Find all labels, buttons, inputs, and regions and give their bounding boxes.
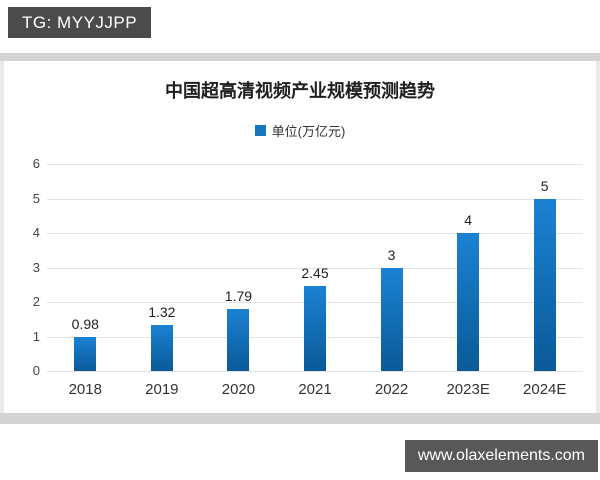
bar-2018: [74, 337, 97, 371]
chart-card-top-edge: [0, 53, 600, 61]
y-axis-tick-label: 0: [32, 363, 40, 378]
bar-value-label: 4: [464, 212, 473, 228]
y-axis-tick-label: 6: [32, 156, 40, 171]
bar-value-label: 2.45: [301, 265, 329, 282]
gridline: [47, 164, 583, 165]
gridline: [47, 267, 583, 269]
x-axis-tick-label: 2023E: [446, 381, 490, 398]
bar-2020: [227, 309, 250, 371]
gridline: [47, 233, 583, 234]
website-watermark-badge: www.olaxelements.com: [404, 440, 598, 472]
y-axis-tick-label: 4: [32, 225, 40, 240]
x-axis-tick-label: 2020: [221, 381, 256, 398]
bar-value-label: 3: [387, 246, 396, 263]
legend-label: 单位(万亿元): [271, 124, 346, 139]
bar-value-label: 5: [540, 177, 549, 194]
bar-value-label: 0.98: [71, 316, 99, 333]
y-axis-tick-label: 3: [32, 259, 40, 275]
chart-title: 中国超高清视频产业规模预测趋势: [165, 81, 435, 101]
chart-legend: 单位(万亿元): [0, 121, 600, 140]
x-axis-tick-label: 2024E: [523, 381, 567, 398]
chart-card-bottom-edge: [0, 413, 600, 424]
gridline: [47, 198, 583, 200]
bar-2022: [380, 267, 403, 371]
bar-2019: [150, 325, 173, 371]
bar-value-label: 1.32: [148, 304, 176, 321]
y-axis-tick-label: 1: [32, 328, 40, 344]
bar-2024E: [533, 198, 556, 371]
bar-value-label: 1.79: [224, 288, 253, 305]
x-axis-tick-label: 2022: [374, 381, 409, 398]
x-axis-tick-label: 2021: [298, 381, 332, 398]
bar-2021: [304, 286, 326, 371]
y-axis-tick-label: 2: [32, 294, 40, 309]
x-axis-tick-label: 2018: [68, 381, 102, 398]
tg-watermark-badge: TG: MYYJJPP: [8, 7, 152, 38]
gridline: [47, 371, 583, 372]
bar-2023E: [457, 233, 480, 371]
legend-square-icon: [254, 125, 266, 136]
y-axis-tick-label: 5: [32, 190, 40, 206]
x-axis-tick-label: 2019: [145, 381, 179, 398]
chart-card: [0, 61, 600, 413]
